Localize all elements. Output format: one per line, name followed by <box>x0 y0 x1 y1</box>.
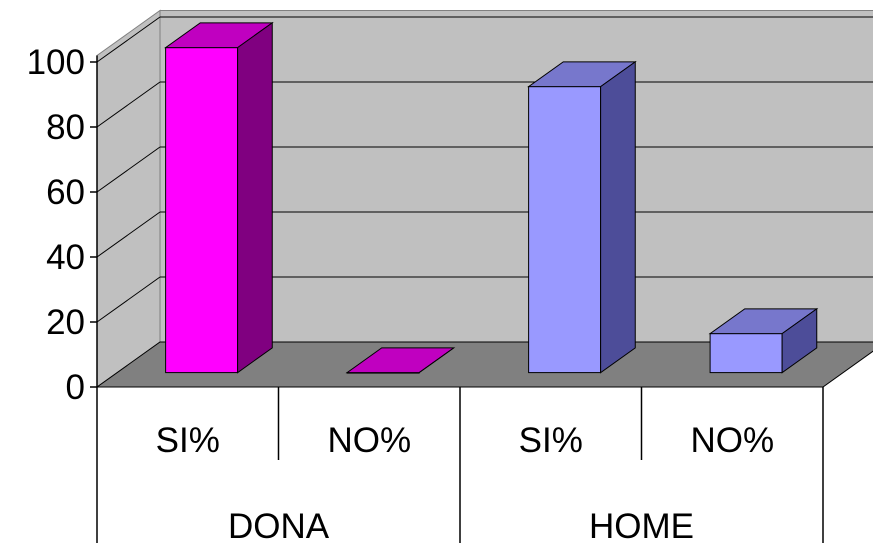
y-tick-label: 20 <box>46 303 85 342</box>
bar[interactable] <box>528 86 602 374</box>
side-wall <box>96 9 161 388</box>
y-tick-label: 100 <box>27 43 85 82</box>
bar[interactable] <box>165 47 239 374</box>
floor <box>95 341 873 388</box>
x-group-label: HOME <box>589 507 694 543</box>
y-tick-label: 40 <box>46 238 85 277</box>
bar-side <box>781 307 818 374</box>
gridline-side <box>96 146 161 193</box>
bar-side <box>237 21 273 374</box>
bar-side <box>418 347 455 374</box>
bar-side <box>600 60 636 374</box>
gridline-side <box>96 276 161 323</box>
y-tick-label: 80 <box>46 108 85 147</box>
gridline-side <box>96 211 161 258</box>
x-category-label: NO% <box>690 421 774 460</box>
y-tick-label: 0 <box>66 368 85 407</box>
bar[interactable] <box>709 333 783 374</box>
x-category-label: SI% <box>519 421 583 460</box>
gridline-side <box>96 81 161 128</box>
y-tick-label: 60 <box>46 173 85 212</box>
x-category-label: SI% <box>156 421 220 460</box>
gridline-side <box>96 16 161 63</box>
x-group-label: DONA <box>228 507 330 543</box>
x-category-label: NO% <box>327 421 411 460</box>
